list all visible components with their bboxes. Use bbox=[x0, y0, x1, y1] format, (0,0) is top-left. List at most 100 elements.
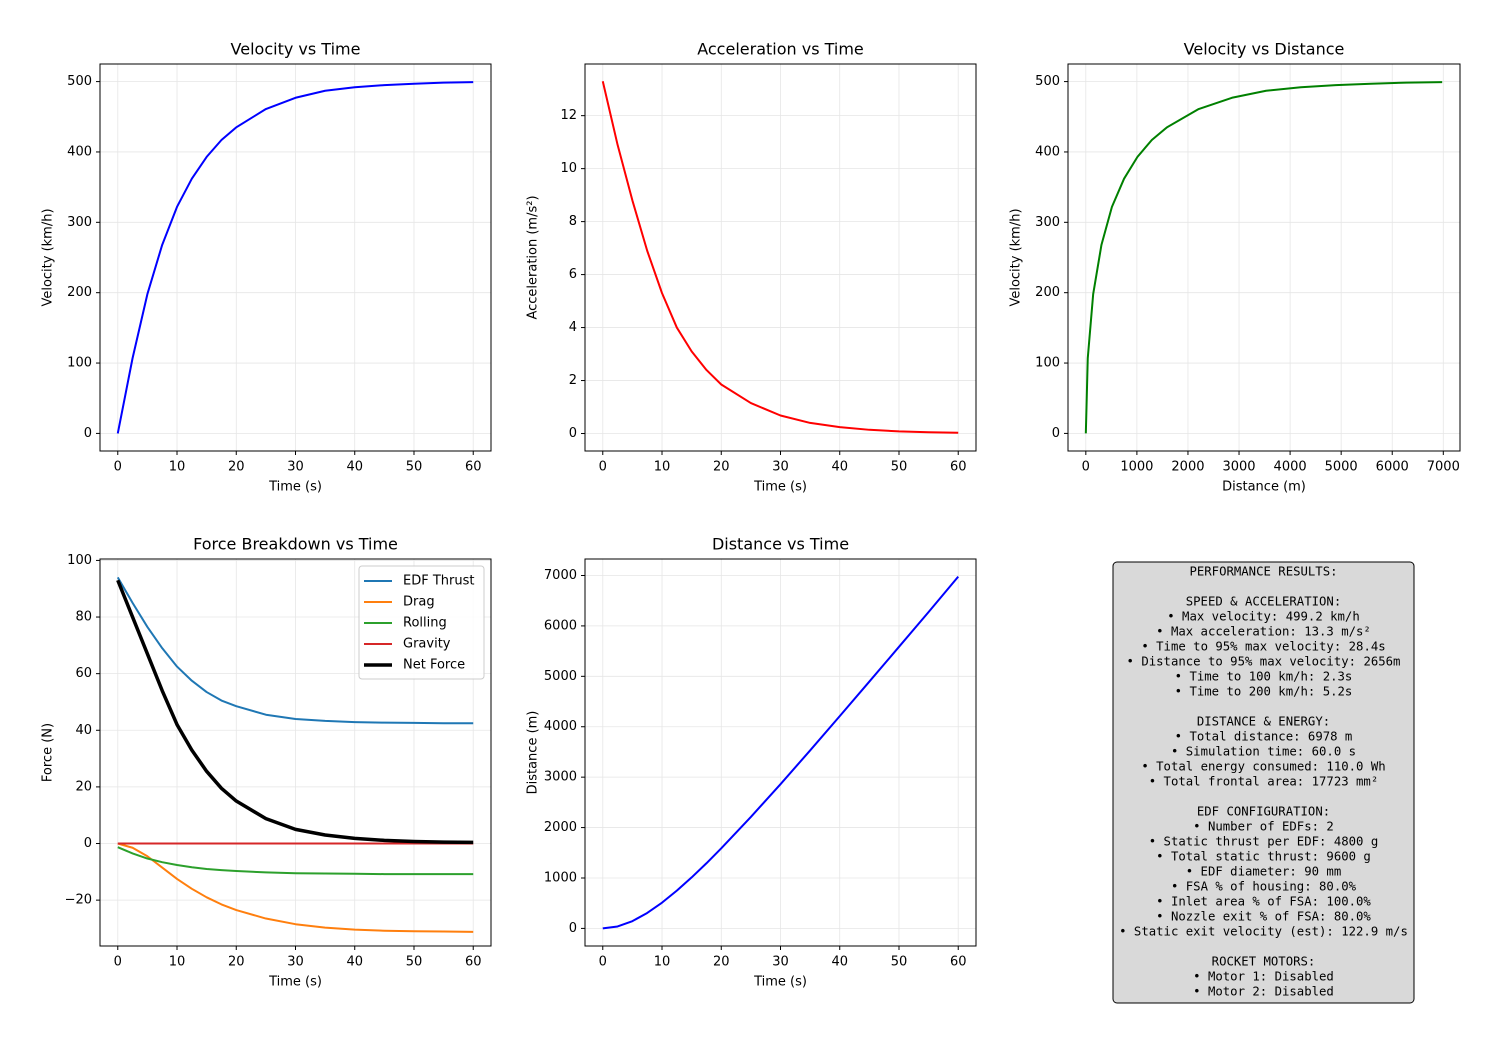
y-tick-label: 400 bbox=[1035, 144, 1060, 159]
y-tick-label: 0 bbox=[1052, 426, 1060, 441]
y-tick-label: 2000 bbox=[544, 820, 577, 835]
data-line bbox=[601, 80, 959, 434]
x-tick-label: 40 bbox=[346, 955, 363, 970]
x-tick-label: 0 bbox=[1082, 460, 1090, 475]
panel-heading: DISTANCE & ENERGY: bbox=[1197, 715, 1330, 729]
x-tick-label: 30 bbox=[772, 955, 789, 970]
y-tick-label: 6000 bbox=[544, 618, 577, 633]
y-tick-label: 40 bbox=[75, 723, 92, 738]
y-tick-label: 500 bbox=[1035, 74, 1060, 89]
panel-item: • Max acceleration: 13.3 m/s² bbox=[1156, 625, 1371, 639]
panel-item: • Static thrust per EDF: 4800 g bbox=[1149, 835, 1379, 849]
data-line bbox=[602, 575, 959, 930]
panel-item: • Total distance: 6978 m bbox=[1175, 730, 1353, 744]
y-tick-label: 7000 bbox=[544, 568, 577, 583]
data-line bbox=[116, 579, 474, 845]
legend-label: Rolling bbox=[403, 616, 447, 631]
chart-title: Velocity vs Time bbox=[231, 40, 361, 59]
x-tick-label: 10 bbox=[169, 460, 186, 475]
x-tick-label: 50 bbox=[406, 460, 423, 475]
y-tick-label: 2 bbox=[569, 373, 577, 388]
panel-item: • Simulation time: 60.0 s bbox=[1171, 745, 1356, 759]
chart-title: Distance vs Time bbox=[712, 535, 849, 554]
y-tick-label: 100 bbox=[1035, 356, 1060, 371]
x-tick-label: 5000 bbox=[1325, 460, 1358, 475]
y-axis-label: Velocity (km/h) bbox=[1009, 208, 1024, 306]
y-tick-label: 10 bbox=[560, 161, 577, 176]
data-line bbox=[116, 576, 474, 725]
x-tick-label: 20 bbox=[228, 460, 245, 475]
x-tick-label: 50 bbox=[891, 955, 908, 970]
axes-frame bbox=[1067, 63, 1461, 452]
legend-label: Net Force bbox=[403, 658, 465, 673]
x-tick-label: 20 bbox=[713, 460, 730, 475]
panel-item: • EDF diameter: 90 mm bbox=[1186, 865, 1341, 879]
x-axis-label: Time (s) bbox=[268, 480, 322, 495]
x-tick-label: 20 bbox=[713, 955, 730, 970]
y-tick-label: 0 bbox=[569, 426, 577, 441]
panel-heading: ROCKET MOTORS: bbox=[1212, 955, 1316, 969]
x-tick-label: 30 bbox=[772, 460, 789, 475]
x-tick-label: 30 bbox=[287, 460, 304, 475]
x-tick-label: 60 bbox=[950, 955, 967, 970]
y-tick-label: −20 bbox=[65, 893, 92, 908]
x-tick-label: 60 bbox=[465, 955, 482, 970]
chart-title: Force Breakdown vs Time bbox=[193, 535, 398, 554]
chart-title: Acceleration vs Time bbox=[697, 40, 864, 59]
y-tick-label: 500 bbox=[67, 74, 92, 89]
panel-item: • Motor 2: Disabled bbox=[1193, 985, 1334, 999]
legend-label: Drag bbox=[403, 595, 435, 610]
y-tick-label: 8 bbox=[569, 214, 577, 229]
y-tick-label: 6 bbox=[569, 267, 577, 282]
panel-title: PERFORMANCE RESULTS: bbox=[1189, 565, 1337, 579]
x-tick-label: 20 bbox=[228, 955, 245, 970]
x-tick-label: 40 bbox=[346, 460, 363, 475]
y-tick-label: 60 bbox=[75, 666, 92, 681]
panel-item: • Distance to 95% max velocity: 2656m bbox=[1127, 655, 1401, 669]
x-tick-label: 2000 bbox=[1171, 460, 1204, 475]
y-axis-label: Force (N) bbox=[41, 723, 56, 782]
x-tick-label: 60 bbox=[465, 460, 482, 475]
y-tick-label: 3000 bbox=[544, 770, 577, 785]
y-tick-label: 100 bbox=[67, 553, 92, 568]
x-axis-label: Distance (m) bbox=[1222, 480, 1306, 495]
y-tick-label: 300 bbox=[1035, 215, 1060, 230]
x-tick-label: 50 bbox=[891, 460, 908, 475]
panel-item: • Time to 200 km/h: 5.2s bbox=[1175, 685, 1353, 699]
y-tick-label: 4000 bbox=[544, 719, 577, 734]
data-line bbox=[117, 842, 474, 933]
y-tick-label: 200 bbox=[1035, 285, 1060, 300]
x-tick-label: 0 bbox=[599, 460, 607, 475]
panel-item: • Motor 1: Disabled bbox=[1193, 970, 1334, 984]
panel-item: • Total frontal area: 17723 mm² bbox=[1149, 775, 1379, 789]
panel-item: • Time to 100 km/h: 2.3s bbox=[1175, 670, 1353, 684]
y-tick-label: 0 bbox=[84, 836, 92, 851]
panel-item: • Nozzle exit % of FSA: 80.0% bbox=[1156, 910, 1371, 924]
x-tick-label: 0 bbox=[599, 955, 607, 970]
y-tick-label: 100 bbox=[67, 356, 92, 371]
x-tick-label: 1000 bbox=[1120, 460, 1153, 475]
x-tick-label: 50 bbox=[406, 955, 423, 970]
y-axis-label: Acceleration (m/s²) bbox=[526, 195, 541, 319]
x-tick-label: 10 bbox=[654, 460, 671, 475]
x-tick-label: 40 bbox=[831, 460, 848, 475]
panel-heading: EDF CONFIGURATION: bbox=[1197, 805, 1330, 819]
x-tick-label: 10 bbox=[169, 955, 186, 970]
panel-item: • Time to 95% max velocity: 28.4s bbox=[1141, 640, 1385, 654]
y-tick-label: 4 bbox=[569, 320, 577, 335]
data-line bbox=[116, 81, 474, 434]
y-axis-label: Velocity (km/h) bbox=[41, 208, 56, 306]
panel-item: • Inlet area % of FSA: 100.0% bbox=[1156, 895, 1371, 909]
y-tick-label: 200 bbox=[67, 285, 92, 300]
x-axis-label: Time (s) bbox=[753, 480, 807, 495]
panel-item: • Number of EDFs: 2 bbox=[1193, 820, 1334, 834]
y-tick-label: 20 bbox=[75, 779, 92, 794]
y-tick-label: 80 bbox=[75, 610, 92, 625]
y-tick-label: 400 bbox=[67, 144, 92, 159]
y-tick-label: 0 bbox=[84, 426, 92, 441]
x-tick-label: 6000 bbox=[1376, 460, 1409, 475]
legend-box bbox=[358, 565, 485, 680]
x-tick-label: 30 bbox=[287, 955, 304, 970]
chart-title: Velocity vs Distance bbox=[1184, 40, 1345, 59]
